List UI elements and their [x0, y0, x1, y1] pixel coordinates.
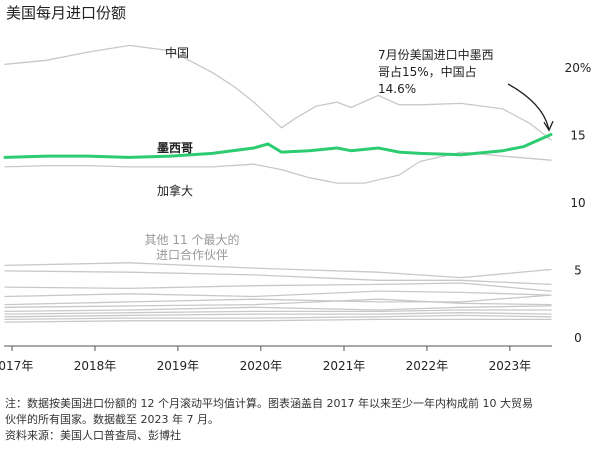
series-line-partner-9: [4, 305, 552, 313]
series-line-加拿大: [4, 151, 552, 184]
footnote: 注：数据按美国进口份额的 12 个月滚动平均值计算。图表涵盖自 2017 年以来…: [5, 396, 597, 444]
annotation-arrow: [507, 83, 550, 131]
annotation-line-1: 7月份美国进口中墨西: [378, 47, 494, 62]
x-tick-2019: 2019年: [157, 359, 200, 373]
group-label-line-2: 进口合作伙伴: [156, 247, 228, 262]
series-label-中国: 中国: [165, 45, 189, 60]
note-line-2: 伙伴的所有国家。数据截至 2023 年 7 月。: [5, 413, 219, 426]
series-line-partner-8: [4, 298, 552, 308]
x-tick-2023: 2023年: [489, 359, 532, 373]
x-tick-2022: 2022年: [406, 359, 449, 373]
group-label-line-1: 其他 11 个最大的: [145, 232, 240, 247]
series-label-加拿大: 加拿大: [157, 183, 193, 198]
series-label-墨西哥: 墨西哥: [157, 141, 193, 155]
series-line-partner-10: [4, 309, 552, 315]
series-line-partner-13: [4, 318, 552, 323]
chart-title: 美国每月进口份额: [6, 4, 127, 22]
x-tick-2018: 2018年: [74, 359, 117, 373]
series-line-partner-6: [4, 290, 552, 298]
series-line-墨西哥: [3, 133, 553, 159]
annotation-line-3: 14.6%: [378, 82, 416, 96]
series-line-partner-11: [4, 312, 552, 318]
series-line-partner-12: [4, 314, 552, 321]
x-tick-2020: 2020年: [240, 359, 283, 373]
source-line: 资料来源：美国人口普查局、彭博社: [5, 429, 181, 442]
y-tick-15: 15: [570, 129, 585, 143]
series-line-partner-4: [4, 270, 552, 286]
x-tick-2021: 2021年: [323, 359, 366, 373]
note-line-1: 注：数据按美国进口份额的 12 个月滚动平均值计算。图表涵盖自 2017 年以来…: [5, 397, 533, 410]
series-line-中国: [4, 44, 552, 141]
series-line-partner-3: [4, 262, 552, 279]
series-line-partner-5: [4, 282, 552, 292]
y-tick-10: 10: [570, 196, 585, 210]
annotation-arrowhead: [543, 120, 554, 132]
annotation-line-2: 哥占15%，中国占: [378, 64, 477, 79]
y-tick-20: 20%: [565, 61, 592, 75]
series-line-partner-7: [4, 294, 552, 306]
y-tick-0: 0: [574, 331, 582, 345]
y-tick-5: 5: [574, 264, 582, 278]
